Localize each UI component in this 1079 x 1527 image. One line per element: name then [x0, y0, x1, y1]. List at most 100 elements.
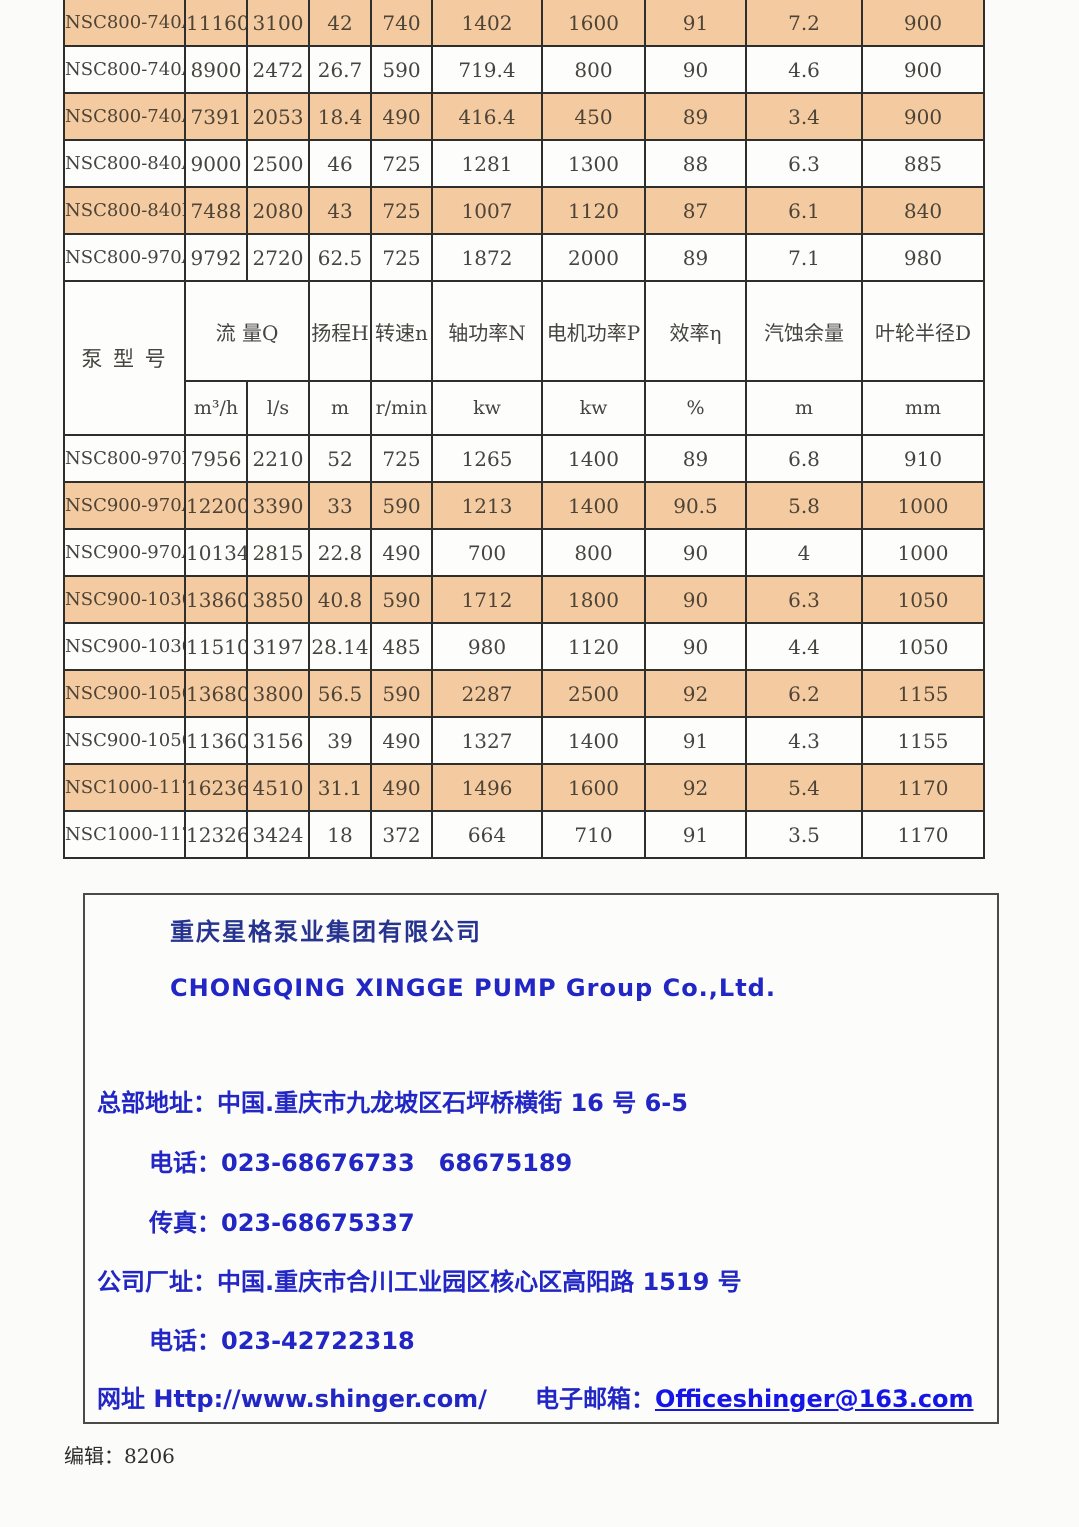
header-efficiency: 效率η: [644, 280, 747, 382]
table-header-block: 泵 型 号 流 量Q 扬程H 转速n 轴功率N 电机功率P 效率η 汽蚀余量 叶…: [63, 280, 985, 436]
value-cell: 90: [644, 575, 747, 624]
value-cell: 725: [370, 186, 433, 235]
pump-model-cell: NSC800-740A1: [63, 45, 186, 94]
value-cell: 1400: [541, 481, 646, 530]
header-title-row: 泵 型 号 流 量Q 扬程H 转速n 轴功率N 电机功率P 效率η 汽蚀余量 叶…: [63, 280, 985, 436]
value-cell: 719.4: [431, 45, 543, 94]
value-cell: 40.8: [308, 575, 372, 624]
value-cell: 1170: [861, 810, 985, 859]
header-motor-power: 电机功率P: [541, 280, 646, 382]
table-row: NSC800-740A17391205318.4490416.4450893.4…: [63, 92, 985, 141]
value-cell: 840: [861, 186, 985, 235]
value-cell: 4.3: [745, 716, 863, 765]
value-cell: 2210: [246, 434, 310, 483]
value-cell: 91: [644, 716, 747, 765]
header-flow: 流 量Q: [184, 280, 310, 382]
value-cell: 2287: [431, 669, 543, 718]
value-cell: 6.3: [745, 575, 863, 624]
value-cell: 7488: [184, 186, 248, 235]
table-row: NSC800-740A11116031004274014021600917.29…: [63, 0, 985, 47]
unit-speed: r/min: [370, 380, 433, 436]
value-cell: 2000: [541, 233, 646, 282]
value-cell: 33: [308, 481, 372, 530]
value-cell: 7.1: [745, 233, 863, 282]
editor-note: 编辑：8206: [64, 1444, 175, 1468]
value-cell: 10134: [184, 528, 248, 577]
pump-model-cell: NSC1000-1170A: [63, 810, 186, 859]
table-row: NSC800-740A18900247226.7590719.4800904.6…: [63, 45, 985, 94]
value-cell: 91: [644, 810, 747, 859]
value-cell: 28.14: [308, 622, 372, 671]
value-cell: 6.1: [745, 186, 863, 235]
company-info-box: 重庆星格泵业集团有限公司 CHONGQING XINGGE PUMP Group…: [83, 893, 999, 1424]
value-cell: 62.5: [308, 233, 372, 282]
header-head: 扬程H: [308, 280, 372, 382]
value-cell: 490: [370, 716, 433, 765]
value-cell: 89: [644, 434, 747, 483]
value-cell: 90: [644, 45, 747, 94]
web-email-line: 网址 Http://www.shinger.com/电子邮箱：Officeshi…: [97, 1379, 974, 1414]
pump-model-cell: NSC900-970A: [63, 528, 186, 577]
value-cell: 3424: [246, 810, 310, 859]
value-cell: 13680: [184, 669, 248, 718]
table-rows-top: NSC800-740A11116031004274014021600917.29…: [63, 0, 985, 282]
value-cell: 9792: [184, 233, 248, 282]
value-cell: 4510: [246, 763, 310, 812]
value-cell: 490: [370, 763, 433, 812]
value-cell: 885: [861, 139, 985, 188]
pump-model-cell: NSC800-740A1: [63, 0, 186, 47]
fax-line: 传真：023-68675337: [149, 1209, 415, 1237]
value-cell: 740: [370, 0, 433, 47]
table-row: NSC800-970B 7956 2210 52 725 1265 1400 89 6.8 910: [63, 434, 985, 483]
value-cell: 1120: [541, 622, 646, 671]
value-cell: 1872: [431, 233, 543, 282]
value-cell: 2500: [541, 669, 646, 718]
pump-model-cell: NSC900-1050A1: [63, 669, 186, 718]
value-cell: 16236: [184, 763, 248, 812]
table-row: NSC800-840A 9000 2500 46 725 1281 1300 88 6.3 885: [63, 139, 985, 188]
pump-model-cell: NSC1000-1170A: [63, 763, 186, 812]
value-cell: 92: [644, 763, 747, 812]
value-cell: 13860: [184, 575, 248, 624]
table-row: NSC900-1030A11510319728.144859801120904.…: [63, 622, 985, 671]
value-cell: 5.8: [745, 481, 863, 530]
unit-shaft: kw: [431, 380, 543, 436]
pump-model-cell: NSC800-840A: [63, 139, 186, 188]
value-cell: 88: [644, 139, 747, 188]
value-cell: 3390: [246, 481, 310, 530]
value-cell: 1600: [541, 0, 646, 47]
value-cell: 4: [745, 528, 863, 577]
value-cell: 11360: [184, 716, 248, 765]
value-cell: 3100: [246, 0, 310, 47]
value-cell: 43: [308, 186, 372, 235]
factory-phone-line: 电话：023-42722318: [149, 1327, 415, 1355]
value-cell: 910: [861, 434, 985, 483]
value-cell: 42: [308, 0, 372, 47]
header-npsh: 汽蚀余量: [745, 280, 863, 382]
value-cell: 1800: [541, 575, 646, 624]
unit-flow-m3h: m³/h: [184, 380, 248, 436]
value-cell: 4.4: [745, 622, 863, 671]
value-cell: 372: [370, 810, 433, 859]
value-cell: 56.5: [308, 669, 372, 718]
value-cell: 7956: [184, 434, 248, 483]
value-cell: 2815: [246, 528, 310, 577]
value-cell: 3800: [246, 669, 310, 718]
value-cell: 6.8: [745, 434, 863, 483]
header-pump-model: 泵 型 号: [63, 280, 186, 436]
value-cell: 3197: [246, 622, 310, 671]
value-cell: 725: [370, 139, 433, 188]
value-cell: 3.4: [745, 92, 863, 141]
hq-address-line: 总部地址：中国.重庆市九龙坡区石坪桥横街 16 号 6-5: [97, 1089, 688, 1117]
value-cell: 5.4: [745, 763, 863, 812]
value-cell: 800: [541, 528, 646, 577]
value-cell: 8900: [184, 45, 248, 94]
value-cell: 490: [370, 528, 433, 577]
pump-model-cell: NSC800-970B: [63, 434, 186, 483]
value-cell: 1281: [431, 139, 543, 188]
table-row: NSC900-970A 12200 3390 33 590 1213 1400 90.5 5.8…: [63, 481, 985, 530]
email-link[interactable]: Officeshinger@163.com: [654, 1385, 974, 1413]
value-cell: 2472: [246, 45, 310, 94]
value-cell: 2053: [246, 92, 310, 141]
